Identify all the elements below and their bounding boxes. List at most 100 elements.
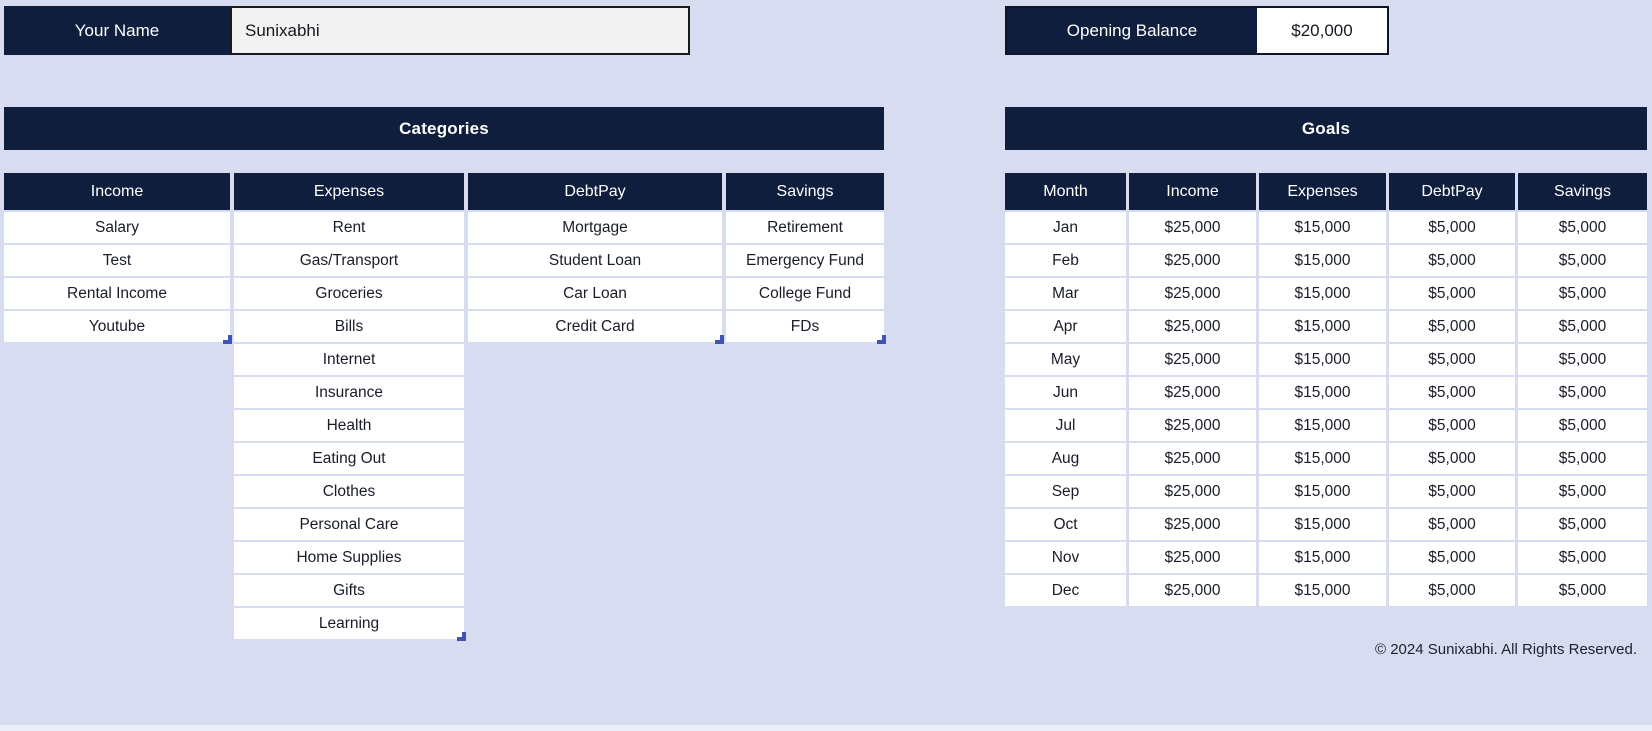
goal-month-cell[interactable]: Oct (1005, 509, 1126, 540)
goal-value-cell[interactable]: $15,000 (1259, 443, 1386, 474)
category-cell[interactable]: College Fund (726, 278, 884, 309)
goal-month-cell[interactable]: Jan (1005, 212, 1126, 243)
category-cell[interactable]: Car Loan (468, 278, 722, 309)
goal-month-cell[interactable]: Mar (1005, 278, 1126, 309)
goal-value-cell[interactable]: $15,000 (1259, 542, 1386, 573)
goal-value-cell[interactable]: $25,000 (1129, 542, 1256, 573)
goals-header-savings: Savings (1518, 173, 1647, 210)
goal-value-cell[interactable]: $5,000 (1389, 278, 1515, 309)
goal-value-cell[interactable]: $15,000 (1259, 410, 1386, 441)
goal-value-cell[interactable]: $15,000 (1259, 377, 1386, 408)
category-cell[interactable]: Test (4, 245, 230, 276)
goal-value-cell[interactable]: $25,000 (1129, 212, 1256, 243)
goal-value-cell[interactable]: $25,000 (1129, 344, 1256, 375)
goals-title-bar: Goals (1005, 107, 1647, 150)
opening-balance-label: Opening Balance (1066, 20, 1198, 40)
goal-value-cell[interactable]: $5,000 (1518, 377, 1647, 408)
categories-header-debtpay: DebtPay (468, 173, 722, 210)
goal-value-cell[interactable]: $25,000 (1129, 509, 1256, 540)
categories-header-income: Income (4, 173, 230, 210)
category-cell[interactable]: FDs (726, 311, 884, 342)
goal-value-cell[interactable]: $5,000 (1389, 344, 1515, 375)
expenses-range-handle[interactable] (457, 632, 466, 641)
goal-value-cell[interactable]: $15,000 (1259, 575, 1386, 606)
goals-header-income: Income (1129, 173, 1256, 210)
goal-value-cell[interactable]: $15,000 (1259, 245, 1386, 276)
goal-value-cell[interactable]: $5,000 (1389, 542, 1515, 573)
goal-value-cell[interactable]: $15,000 (1259, 476, 1386, 507)
goal-value-cell[interactable]: $5,000 (1518, 410, 1647, 441)
goal-value-cell[interactable]: $15,000 (1259, 344, 1386, 375)
category-cell[interactable]: Groceries (234, 278, 464, 309)
goal-value-cell[interactable]: $5,000 (1518, 476, 1647, 507)
goal-month-cell[interactable]: May (1005, 344, 1126, 375)
goal-value-cell[interactable]: $25,000 (1129, 245, 1256, 276)
goal-value-cell[interactable]: $25,000 (1129, 278, 1256, 309)
category-cell[interactable]: Insurance (234, 377, 464, 408)
category-cell[interactable]: Mortgage (468, 212, 722, 243)
category-cell[interactable]: Student Loan (468, 245, 722, 276)
goal-value-cell[interactable]: $5,000 (1389, 575, 1515, 606)
goal-value-cell[interactable]: $5,000 (1518, 443, 1647, 474)
goal-value-cell[interactable]: $25,000 (1129, 311, 1256, 342)
category-cell[interactable]: Learning (234, 608, 464, 639)
goal-value-cell[interactable]: $5,000 (1389, 377, 1515, 408)
goal-value-cell[interactable]: $5,000 (1518, 212, 1647, 243)
goal-value-cell[interactable]: $15,000 (1259, 278, 1386, 309)
goal-month-cell[interactable]: Jun (1005, 377, 1126, 408)
goal-month-cell[interactable]: Apr (1005, 311, 1126, 342)
category-cell[interactable]: Credit Card (468, 311, 722, 342)
goal-value-cell[interactable]: $15,000 (1259, 311, 1386, 342)
category-cell[interactable]: Gas/Transport (234, 245, 464, 276)
goal-value-cell[interactable]: $25,000 (1129, 410, 1256, 441)
savings-range-handle[interactable] (877, 335, 886, 344)
category-cell[interactable]: Clothes (234, 476, 464, 507)
goal-value-cell[interactable]: $5,000 (1389, 476, 1515, 507)
debtpay-range-handle[interactable] (715, 335, 724, 344)
goal-value-cell[interactable]: $5,000 (1518, 344, 1647, 375)
goal-value-cell[interactable]: $25,000 (1129, 476, 1256, 507)
goal-value-cell[interactable]: $5,000 (1518, 245, 1647, 276)
goal-month-cell[interactable]: Sep (1005, 476, 1126, 507)
goal-month-cell[interactable]: Dec (1005, 575, 1126, 606)
goal-value-cell[interactable]: $5,000 (1389, 509, 1515, 540)
goal-month-cell[interactable]: Jul (1005, 410, 1126, 441)
category-cell[interactable]: Youtube (4, 311, 230, 342)
category-cell[interactable]: Salary (4, 212, 230, 243)
goal-value-cell[interactable]: $5,000 (1518, 575, 1647, 606)
goal-value-cell[interactable]: $5,000 (1518, 509, 1647, 540)
goal-value-cell[interactable]: $5,000 (1518, 311, 1647, 342)
category-cell[interactable]: Eating Out (234, 443, 464, 474)
category-cell[interactable]: Retirement (726, 212, 884, 243)
goal-month-cell[interactable]: Feb (1005, 245, 1126, 276)
goal-value-cell[interactable]: $5,000 (1389, 212, 1515, 243)
goal-value-cell[interactable]: $25,000 (1129, 443, 1256, 474)
bottom-strip (0, 725, 1652, 731)
goal-month-cell[interactable]: Aug (1005, 443, 1126, 474)
goal-value-cell[interactable]: $5,000 (1518, 542, 1647, 573)
goal-value-cell[interactable]: $15,000 (1259, 509, 1386, 540)
goal-month-cell[interactable]: Nov (1005, 542, 1126, 573)
category-cell[interactable]: Personal Care (234, 509, 464, 540)
opening-balance-group: Opening Balance $20,000 (1005, 6, 1389, 55)
goal-value-cell[interactable]: $25,000 (1129, 377, 1256, 408)
goal-value-cell[interactable]: $5,000 (1518, 278, 1647, 309)
category-cell[interactable]: Gifts (234, 575, 464, 606)
category-cell[interactable]: Rental Income (4, 278, 230, 309)
goal-value-cell[interactable]: $5,000 (1389, 443, 1515, 474)
goal-value-cell[interactable]: $15,000 (1259, 212, 1386, 243)
income-range-handle[interactable] (223, 335, 232, 344)
goal-value-cell[interactable]: $25,000 (1129, 575, 1256, 606)
category-cell[interactable]: Internet (234, 344, 464, 375)
goal-value-cell[interactable]: $5,000 (1389, 410, 1515, 441)
category-cell[interactable]: Emergency Fund (726, 245, 884, 276)
goal-value-cell[interactable]: $5,000 (1389, 311, 1515, 342)
copyright-text: © 2024 Sunixabhi. All Rights Reserved. (1374, 641, 1637, 658)
category-cell[interactable]: Rent (234, 212, 464, 243)
category-cell[interactable]: Bills (234, 311, 464, 342)
category-cell[interactable]: Health (234, 410, 464, 441)
goal-value-cell[interactable]: $5,000 (1389, 245, 1515, 276)
opening-balance-value[interactable]: $20,000 (1257, 8, 1387, 53)
category-cell[interactable]: Home Supplies (234, 542, 464, 573)
your-name-input[interactable]: Sunixabhi (230, 6, 690, 55)
